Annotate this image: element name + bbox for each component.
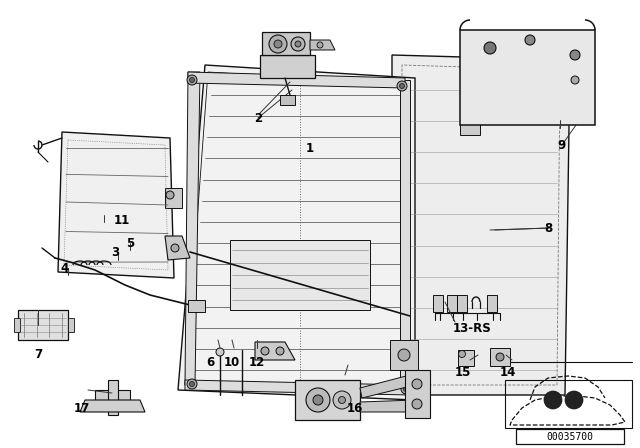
Bar [516,429,624,444]
Text: 10: 10 [224,356,240,369]
Circle shape [166,191,174,199]
Circle shape [187,379,197,389]
Polygon shape [280,95,295,105]
Circle shape [525,35,535,45]
Text: 3: 3 [111,246,119,258]
Polygon shape [68,318,74,332]
Circle shape [570,50,580,60]
Polygon shape [360,400,415,412]
Polygon shape [95,390,130,400]
Circle shape [458,350,465,358]
Text: 11: 11 [114,214,130,227]
Circle shape [401,384,411,394]
Polygon shape [185,72,200,385]
Text: 8: 8 [544,221,552,234]
Polygon shape [458,350,474,366]
Circle shape [189,382,195,387]
Text: 5: 5 [126,237,134,250]
Circle shape [398,349,410,361]
Circle shape [317,42,323,48]
Circle shape [216,348,224,356]
Text: 9: 9 [558,138,566,151]
Circle shape [306,388,330,412]
Polygon shape [490,348,510,366]
Circle shape [269,35,287,53]
Text: 15: 15 [455,366,471,379]
Polygon shape [295,380,360,420]
Polygon shape [165,188,182,208]
Polygon shape [188,72,405,88]
Text: 6: 6 [206,356,214,369]
Circle shape [565,391,583,409]
Circle shape [412,399,422,409]
Polygon shape [188,300,205,312]
Circle shape [171,244,179,252]
Circle shape [339,396,346,404]
Polygon shape [178,65,415,400]
Circle shape [403,387,408,392]
Polygon shape [230,240,370,310]
Circle shape [189,78,195,82]
Circle shape [313,395,323,405]
Polygon shape [460,30,595,125]
Circle shape [399,83,404,89]
Text: 17: 17 [74,401,90,414]
Text: 7: 7 [34,349,42,362]
Text: 4: 4 [61,262,69,275]
Polygon shape [260,55,315,78]
Polygon shape [390,340,418,370]
Circle shape [484,42,496,54]
Polygon shape [14,318,20,332]
Circle shape [187,75,197,85]
Circle shape [571,76,579,84]
Text: 16: 16 [347,401,363,414]
Circle shape [496,353,504,361]
Polygon shape [185,380,410,395]
Text: 12: 12 [249,356,265,369]
Text: 1: 1 [306,142,314,155]
Polygon shape [400,80,410,390]
Polygon shape [58,132,174,278]
Polygon shape [108,380,118,415]
Polygon shape [487,295,497,312]
Polygon shape [360,375,415,398]
Polygon shape [392,55,570,395]
Circle shape [397,81,407,91]
Polygon shape [310,40,335,50]
Text: 14: 14 [500,366,516,379]
Polygon shape [262,32,310,55]
Circle shape [295,41,301,47]
Polygon shape [80,400,145,412]
Polygon shape [447,295,457,312]
Polygon shape [255,342,295,360]
Text: 2: 2 [254,112,262,125]
Polygon shape [405,370,430,418]
Bar [505,380,632,428]
Circle shape [261,347,269,355]
Text: 13-RS: 13-RS [452,322,492,335]
Text: 00035700: 00035700 [547,431,593,441]
Circle shape [276,347,284,355]
Circle shape [333,391,351,409]
Circle shape [412,379,422,389]
Circle shape [544,391,562,409]
Polygon shape [457,295,467,312]
Circle shape [291,37,305,51]
Circle shape [274,40,282,48]
Polygon shape [165,236,190,260]
Polygon shape [460,120,480,135]
Polygon shape [18,310,68,340]
Polygon shape [433,295,443,312]
